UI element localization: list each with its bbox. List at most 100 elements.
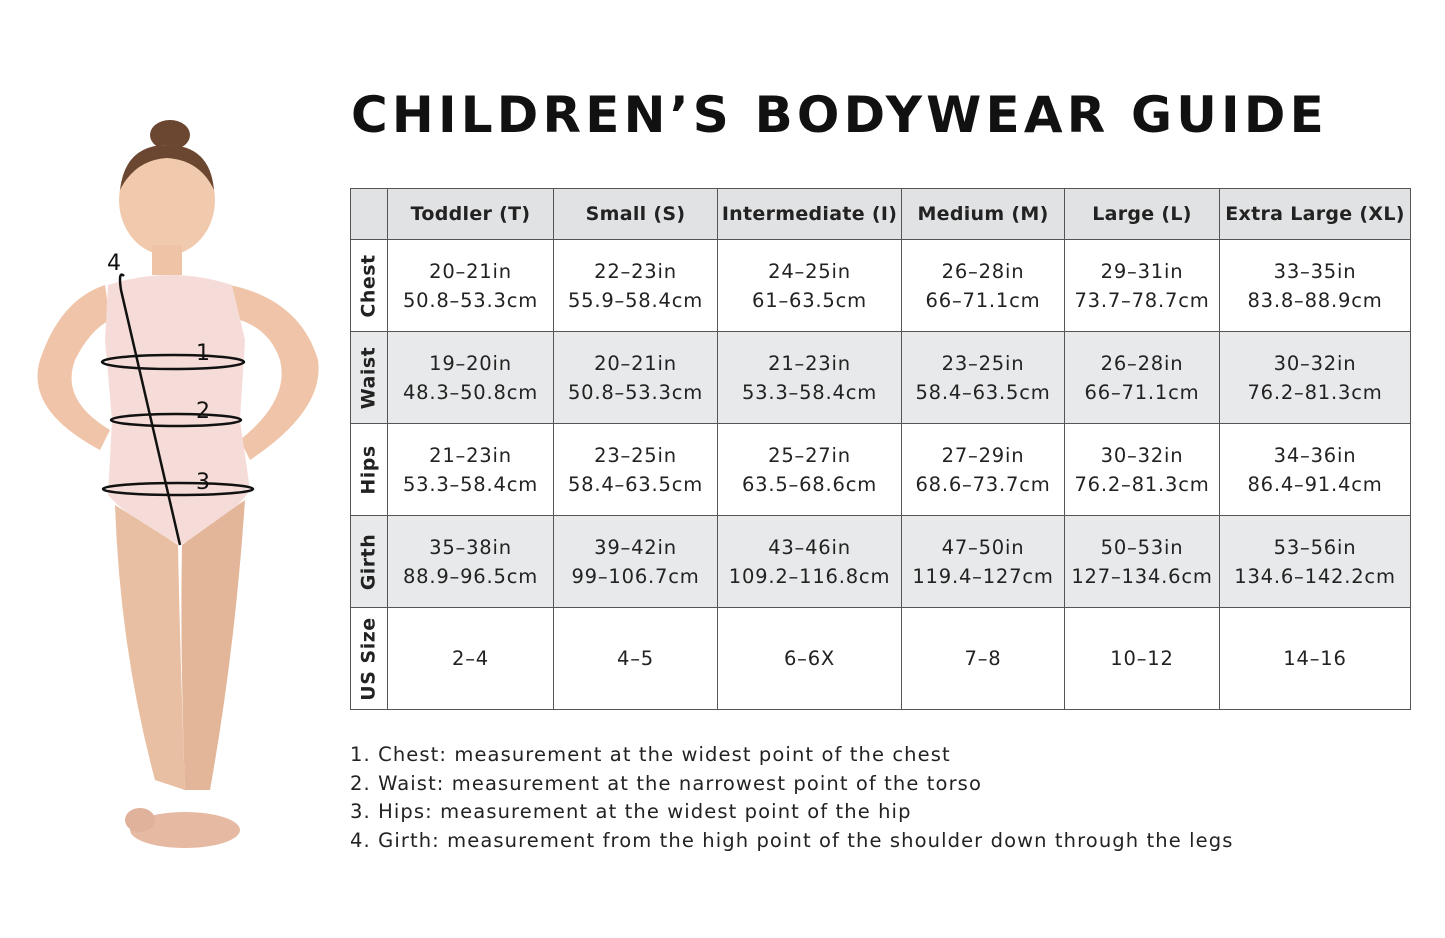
size-cell: 27–29in 68.6–73.7cm bbox=[901, 423, 1065, 516]
value-primary: 33–35in bbox=[1273, 259, 1357, 283]
row-label: Girth bbox=[350, 515, 388, 608]
size-cell: 24–25in 61–63.5cm bbox=[717, 239, 902, 332]
row-label-text: Hips bbox=[357, 444, 380, 495]
row-label: US Size bbox=[350, 607, 388, 710]
size-cell: 30–32in 76.2–81.3cm bbox=[1219, 331, 1411, 424]
row-label-text: Chest bbox=[357, 253, 380, 318]
value-metric: 76.2–81.3cm bbox=[1247, 380, 1383, 404]
marker-2: 2 bbox=[196, 399, 210, 424]
corner-cell bbox=[350, 188, 388, 240]
value-primary: 43–46in bbox=[768, 535, 851, 559]
value-metric: 86.4–91.4cm bbox=[1247, 472, 1383, 496]
child-illustration bbox=[37, 120, 319, 848]
size-cell: 35–38in 88.9–96.5cm bbox=[387, 515, 554, 608]
column-header: Medium (M) bbox=[901, 188, 1065, 240]
value-primary: 26–28in bbox=[941, 259, 1025, 283]
value-primary: 22–23in bbox=[594, 259, 677, 283]
note-hips: 3. Hips: measurement at the widest point… bbox=[350, 800, 912, 823]
row-label-text: Girth bbox=[357, 533, 380, 590]
value-metric: 66–71.1cm bbox=[1084, 380, 1200, 404]
value-metric: 109.2–116.8cm bbox=[728, 564, 891, 588]
size-cell: 43–46in 109.2–116.8cm bbox=[717, 515, 902, 608]
size-cell: 26–28in 66–71.1cm bbox=[1064, 331, 1220, 424]
note-waist: 2. Waist: measurement at the narrowest p… bbox=[350, 771, 982, 795]
measurement-notes: 1. Chest: measurement at the widest poin… bbox=[350, 741, 1233, 855]
size-cell: 53–56in 134.6–142.2cm bbox=[1219, 515, 1411, 608]
table-row-waist: Waist 19–20in 48.3–50.8cm 20–21in 50.8–53.3c… bbox=[350, 331, 1411, 424]
table-row-hips: Hips 21–23in 53.3–58.4cm 23–25in 58.4–63.5cm… bbox=[350, 423, 1411, 516]
value-primary: 4–5 bbox=[617, 647, 654, 670]
row-label: Waist bbox=[350, 331, 388, 424]
value-metric: 58.4–63.5cm bbox=[915, 380, 1051, 404]
size-cell: 26–28in 66–71.1cm bbox=[901, 239, 1065, 332]
value-metric: 53.3–58.4cm bbox=[402, 472, 539, 496]
value-primary: 30–32in bbox=[1273, 351, 1357, 375]
value-primary: 53–56in bbox=[1273, 535, 1357, 559]
value-primary: 14–16 bbox=[1283, 647, 1347, 670]
value-metric: 88.9–96.5cm bbox=[402, 564, 539, 588]
value-primary: 21–23in bbox=[768, 351, 851, 375]
table-row-us-size: US Size 2–4 4–5 6–6X 7–8 10–12 14–16 bbox=[350, 607, 1411, 710]
size-cell: 50–53in 127–134.6cm bbox=[1064, 515, 1220, 608]
size-cell: 29–31in 73.7–78.7cm bbox=[1064, 239, 1220, 332]
size-cell: 4–5 bbox=[553, 607, 718, 710]
size-cell: 2–4 bbox=[387, 607, 554, 710]
value-metric: 99–106.7cm bbox=[571, 564, 700, 588]
value-metric: 58.4–63.5cm bbox=[567, 472, 704, 496]
page-title: CHILDREN’S BODYWEAR GUIDE bbox=[351, 86, 1328, 144]
value-primary: 10–12 bbox=[1110, 647, 1174, 670]
value-primary: 27–29in bbox=[941, 443, 1025, 467]
child-measurement-figure: 1 2 3 4 bbox=[37, 120, 319, 848]
size-cell: 21–23in 53.3–58.4cm bbox=[387, 423, 554, 516]
value-primary: 30–32in bbox=[1100, 443, 1184, 467]
value-metric: 119.4–127cm bbox=[912, 564, 1054, 588]
value-primary: 39–42in bbox=[594, 535, 677, 559]
size-cell: 14–16 bbox=[1219, 607, 1411, 710]
value-primary: 25–27in bbox=[768, 443, 851, 467]
value-metric: 76.2–81.3cm bbox=[1074, 472, 1210, 496]
value-primary: 6–6X bbox=[783, 647, 836, 670]
value-metric: 68.6–73.7cm bbox=[915, 472, 1051, 496]
value-metric: 53.3–58.4cm bbox=[741, 380, 878, 404]
row-label-text: Waist bbox=[357, 346, 380, 409]
value-primary: 7–8 bbox=[964, 647, 1002, 670]
value-primary: 29–31in bbox=[1100, 259, 1184, 283]
row-label: Hips bbox=[350, 423, 388, 516]
size-cell: 39–42in 99–106.7cm bbox=[553, 515, 718, 608]
note-chest: 1. Chest: measurement at the widest poin… bbox=[350, 743, 951, 766]
value-primary: 19–20in bbox=[429, 351, 512, 375]
size-cell: 20–21in 50.8–53.3cm bbox=[387, 239, 554, 332]
value-primary: 35–38in bbox=[429, 535, 512, 559]
size-cell: 6–6X bbox=[717, 607, 902, 710]
value-metric: 61–63.5cm bbox=[752, 288, 867, 312]
value-metric: 63.5–68.6cm bbox=[741, 472, 878, 496]
size-cell: 7–8 bbox=[901, 607, 1065, 710]
table-row-girth: Girth 35–38in 88.9–96.5cm 39–42in 99–106.7cm… bbox=[350, 515, 1411, 608]
value-primary: 23–25in bbox=[594, 443, 677, 467]
size-cell: 34–36in 86.4–91.4cm bbox=[1219, 423, 1411, 516]
value-metric: 73.7–78.7cm bbox=[1074, 288, 1210, 312]
value-primary: 20–21in bbox=[429, 259, 512, 283]
marker-1: 1 bbox=[196, 341, 210, 366]
size-cell: 23–25in 58.4–63.5cm bbox=[901, 331, 1065, 424]
measurement-lines bbox=[100, 273, 255, 546]
value-primary: 23–25in bbox=[941, 351, 1025, 375]
size-cell: 22–23in 55.9–58.4cm bbox=[553, 239, 718, 332]
value-primary: 26–28in bbox=[1100, 351, 1184, 375]
column-header: Intermediate (I) bbox=[717, 188, 902, 240]
marker-3: 3 bbox=[196, 470, 210, 495]
value-metric: 66–71.1cm bbox=[925, 288, 1041, 312]
table-row-chest: Chest 20–21in 50.8–53.3cm 22–23in 55.9–58.4c… bbox=[350, 239, 1411, 332]
value-primary: 21–23in bbox=[429, 443, 512, 467]
value-primary: 2–4 bbox=[452, 647, 489, 670]
value-metric: 50.8–53.3cm bbox=[402, 288, 539, 312]
value-metric: 55.9–58.4cm bbox=[567, 288, 704, 312]
value-primary: 47–50in bbox=[941, 535, 1025, 559]
row-label-text: US Size bbox=[357, 616, 380, 701]
header-row: Toddler (T) Small (S) Intermediate (I) M… bbox=[350, 188, 1411, 240]
column-header: Toddler (T) bbox=[387, 188, 554, 240]
value-primary: 34–36in bbox=[1273, 443, 1357, 467]
value-primary: 24–25in bbox=[768, 259, 851, 283]
value-primary: 50–53in bbox=[1100, 535, 1184, 559]
